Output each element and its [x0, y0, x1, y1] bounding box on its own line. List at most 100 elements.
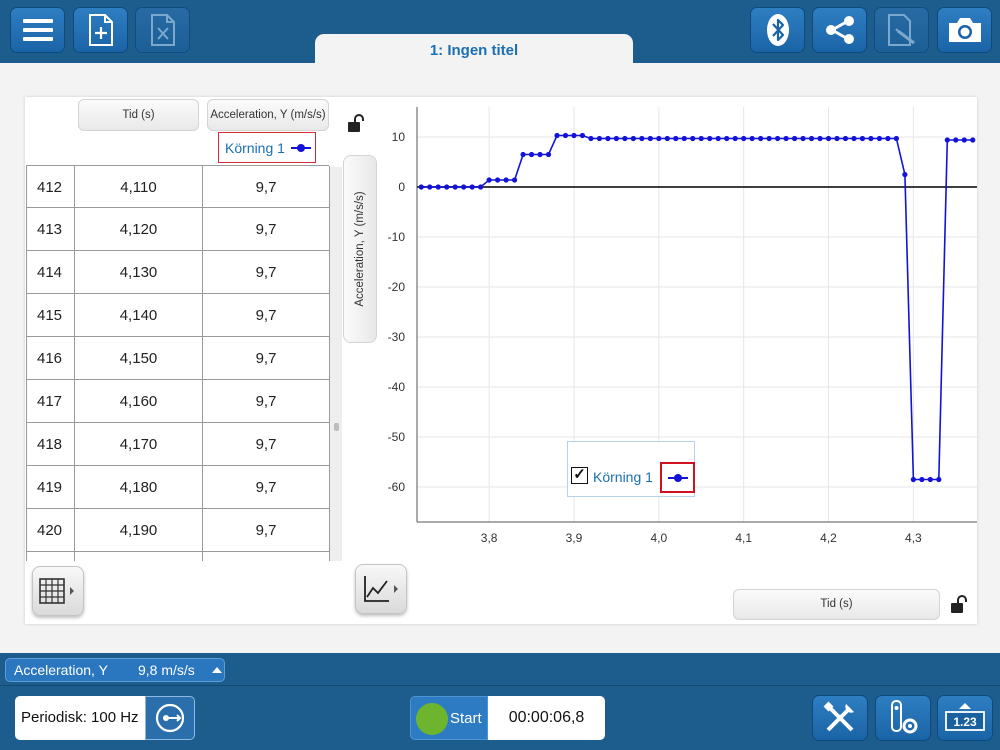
data-point [622, 135, 628, 142]
edit-document-icon [887, 14, 915, 46]
meter-view-button[interactable]: 1.23 [937, 695, 993, 741]
data-point [613, 135, 619, 142]
table-row[interactable]: 419 4,180 9,7 [26, 466, 330, 509]
sensor-readout[interactable]: Acceleration, Y 9,8 m/s/s [5, 658, 225, 682]
data-point [528, 151, 535, 158]
data-point [537, 151, 543, 158]
data-point [579, 132, 586, 139]
new-document-button[interactable] [73, 7, 128, 53]
time-cell: 4,120 [75, 208, 203, 251]
data-point [749, 135, 755, 142]
table-row[interactable] [26, 552, 330, 561]
collection-mode-button[interactable] [145, 696, 195, 740]
start-button[interactable]: Start [410, 696, 488, 740]
series-tag-label: Körning 1 [225, 139, 285, 156]
time-cell: 4,130 [75, 251, 203, 294]
data-point [868, 135, 874, 142]
table-row[interactable]: 415 4,140 9,7 [26, 294, 330, 337]
data-point [639, 135, 645, 142]
svg-text:1.23: 1.23 [953, 715, 977, 729]
data-point [698, 135, 704, 142]
table-row[interactable]: 413 4,120 9,7 [26, 208, 330, 251]
data-point [418, 184, 424, 190]
table-view-button[interactable] [32, 566, 84, 616]
main-area: Tid (s) Acceleration, Y (m/s/s) Körning … [0, 63, 1000, 653]
table-row[interactable]: 420 4,190 9,7 [26, 509, 330, 552]
legend-checkbox[interactable]: ✓ [571, 467, 588, 484]
x-tick-label: 4,1 [735, 531, 752, 545]
acceleration-column-header[interactable]: Acceleration, Y (m/s/s) [207, 99, 329, 131]
table-row[interactable]: 418 4,170 9,7 [26, 423, 330, 466]
delete-document-button[interactable] [135, 7, 190, 53]
x-axis-lock-button[interactable] [946, 592, 972, 618]
camera-button[interactable] [937, 7, 992, 53]
edit-document-button[interactable] [874, 7, 929, 53]
time-cell: 4,140 [75, 294, 203, 337]
table-row[interactable]: 417 4,160 9,7 [26, 380, 330, 423]
caret-up-icon [212, 667, 222, 673]
row-index: 414 [26, 251, 75, 294]
data-point [444, 184, 450, 190]
x-tick-label: 4,0 [650, 531, 667, 545]
sensor-settings-button[interactable] [875, 695, 931, 741]
data-point [791, 135, 798, 142]
y-tick-label: -10 [388, 230, 406, 244]
x-axis-selector[interactable]: Tid (s) [733, 589, 940, 620]
data-point [766, 135, 772, 142]
time-cell: 4,150 [75, 337, 203, 380]
acceleration-cell: 9,7 [203, 208, 330, 251]
y-tick-label: 0 [398, 180, 405, 194]
bluetooth-icon [766, 14, 789, 46]
data-point [724, 135, 730, 142]
bluetooth-button[interactable] [750, 7, 805, 53]
data-point [732, 135, 738, 142]
table-row[interactable]: 412 4,110 9,7 [26, 165, 330, 209]
graph-legend[interactable]: ✓ Körning 1 [567, 441, 695, 497]
row-index: 416 [26, 337, 75, 380]
menu-button[interactable] [10, 7, 65, 53]
start-indicator-icon [416, 703, 448, 735]
y-tick-label: -30 [388, 330, 406, 344]
data-point [647, 135, 653, 142]
data-point [910, 476, 916, 483]
data-point [944, 137, 950, 143]
legend-marker-button[interactable] [660, 462, 695, 493]
sensor-value: 9,8 m/s/s [138, 662, 195, 678]
data-point [664, 135, 670, 142]
y-axis-selector[interactable]: Acceleration, Y (m/s/s) [343, 155, 377, 343]
menu-icon [22, 19, 53, 41]
data-point [817, 135, 823, 142]
acceleration-cell: 9,7 [203, 509, 330, 552]
table-row[interactable]: 416 4,150 9,7 [26, 337, 330, 380]
start-label: Start [450, 710, 482, 727]
time-column-header[interactable]: Tid (s) [78, 99, 199, 131]
tools-button[interactable] [812, 695, 868, 741]
camera-icon [948, 18, 981, 42]
time-cell: 4,180 [75, 466, 203, 509]
data-point [673, 135, 679, 142]
table-row[interactable]: 414 4,130 9,7 [26, 251, 330, 294]
graph-plot[interactable]: 10 0 -10 -20 -30 -40 -50 -60 3,8 3,9 4,0 4,1 4,2 4,3 [365, 97, 977, 567]
series-tag[interactable]: Körning 1 [218, 132, 316, 163]
data-point [562, 132, 569, 139]
data-point [741, 135, 747, 142]
data-point [902, 171, 908, 178]
y-tick-label: 10 [392, 130, 406, 144]
document-title-tab[interactable]: 1: Ingen titel [315, 34, 633, 64]
share-button[interactable] [812, 7, 867, 53]
table-scrollbar[interactable] [330, 167, 342, 561]
row-index [26, 552, 75, 561]
data-point [605, 135, 611, 142]
y-tick-label: -20 [388, 280, 406, 294]
data-table[interactable]: 412 4,110 9,7 413 4,120 9,7 414 4,130 9,… [26, 165, 330, 561]
data-point [545, 151, 552, 158]
data-point [758, 135, 764, 142]
y-axis-lock-button[interactable] [343, 111, 369, 137]
time-cell: 4,170 [75, 423, 203, 466]
collection-mode[interactable]: Periodisk: 100 Hz [15, 696, 145, 740]
scrollbar-grip[interactable] [334, 423, 339, 431]
acceleration-cell: 9,7 [203, 251, 330, 294]
delete-document-icon [150, 14, 175, 46]
sensor-settings-icon [891, 700, 918, 734]
graph-view-button[interactable] [355, 564, 407, 614]
